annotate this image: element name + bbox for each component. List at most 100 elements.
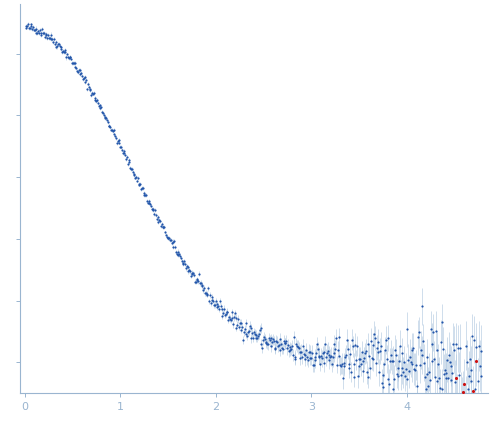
Point [372,359,380,366]
Point [425,369,433,376]
Point [149,207,157,214]
Point [138,185,146,192]
Point [276,336,284,343]
Point [435,374,443,381]
Point [458,427,466,434]
Point [356,356,364,363]
Point [371,331,378,338]
Point [323,350,331,357]
Point [72,64,80,71]
Point [291,354,299,361]
Point [341,362,349,369]
Point [109,127,117,134]
Point [455,372,463,379]
Point [441,367,449,374]
Point [104,119,112,126]
Point [373,344,381,351]
Point [164,234,172,241]
Point [271,345,279,352]
Point [239,323,247,330]
Point [185,267,193,274]
Point [275,342,283,349]
Point [253,334,261,341]
Point [184,264,192,271]
Point [171,244,179,251]
Point [256,340,264,347]
Point [365,341,373,348]
Point [44,31,52,38]
Point [270,337,278,344]
Point [267,335,275,342]
Point [304,356,312,363]
Point [282,337,290,344]
Point [226,315,234,322]
Point [117,143,124,150]
Point [378,372,386,379]
Point [251,334,259,341]
Point [278,345,286,352]
Point [445,351,453,358]
Point [403,326,411,333]
Point [28,26,36,33]
Point [161,229,169,236]
Point [48,36,56,43]
Point [336,334,344,341]
Point [169,238,177,245]
Point [390,375,398,382]
Point [175,250,183,257]
Point [306,354,314,361]
Point [261,340,269,347]
Point [448,369,456,376]
Point [371,334,379,341]
Point [96,102,104,109]
Point [60,49,68,55]
Point [258,344,266,351]
Point [213,303,221,310]
Point [349,343,357,350]
Point [396,343,404,350]
Point [77,69,85,76]
Point [295,344,303,351]
Point [463,359,471,366]
Point [397,371,405,378]
Point [476,362,484,369]
Point [58,49,66,55]
Point [406,354,414,361]
Point [458,395,466,402]
Point [208,297,216,304]
Point [337,362,345,369]
Point [86,86,94,93]
Point [293,343,301,350]
Point [70,60,78,67]
Point [231,310,239,317]
Point [273,338,281,345]
Point [154,214,162,221]
Point [57,44,65,51]
Point [159,224,167,231]
Point [377,343,385,350]
Point [135,181,143,188]
Point [158,221,166,228]
Point [187,272,195,279]
Point [309,362,317,369]
Point [394,372,402,379]
Point [446,358,454,365]
Point [383,334,391,341]
Point [297,348,305,355]
Point [336,362,344,369]
Point [264,341,272,348]
Point [460,380,468,387]
Point [348,336,356,343]
Point [136,180,144,187]
Point [307,354,315,361]
Point [249,329,256,336]
Point [250,329,258,336]
Point [311,353,319,360]
Point [443,356,451,363]
Point [129,172,137,179]
Point [224,316,232,323]
Point [97,104,105,111]
Point [45,34,53,41]
Point [346,350,354,357]
Point [249,334,257,341]
